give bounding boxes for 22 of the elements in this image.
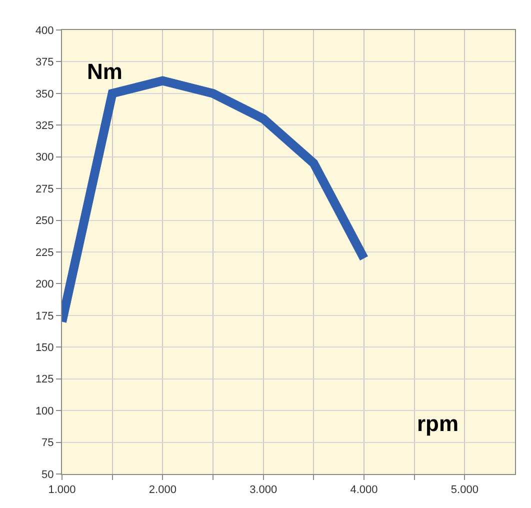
y-tick-label: 275	[35, 183, 54, 196]
y-tick-label: 325	[35, 120, 54, 132]
y-tick-label: 50	[42, 468, 54, 481]
y-tick-label: 375	[35, 56, 54, 69]
y-tick-label: 400	[35, 24, 54, 37]
y-tick-label: 300	[35, 152, 54, 164]
y-tick-label: 100	[35, 405, 54, 418]
y-tick-label: 225	[35, 246, 54, 259]
x-tick-label: 1.000	[48, 484, 76, 496]
x-tick-label: 2.000	[148, 484, 176, 496]
x-tick-label: 5.000	[450, 484, 478, 496]
y-tick-label: 150	[35, 342, 54, 354]
y-tick-label: 250	[35, 215, 54, 228]
y-tick-label: 200	[35, 278, 54, 291]
y-tick-label: 175	[35, 310, 54, 322]
y-tick-label: 75	[42, 437, 54, 450]
y-tick-label: 350	[35, 88, 54, 100]
x-tick-label: 4.000	[350, 484, 378, 496]
y-tick-label: 125	[35, 374, 54, 386]
y-axis-title: Nm	[87, 59, 122, 84]
x-tick-label: 3.000	[250, 484, 278, 496]
x-axis-title: rpm	[417, 411, 459, 436]
